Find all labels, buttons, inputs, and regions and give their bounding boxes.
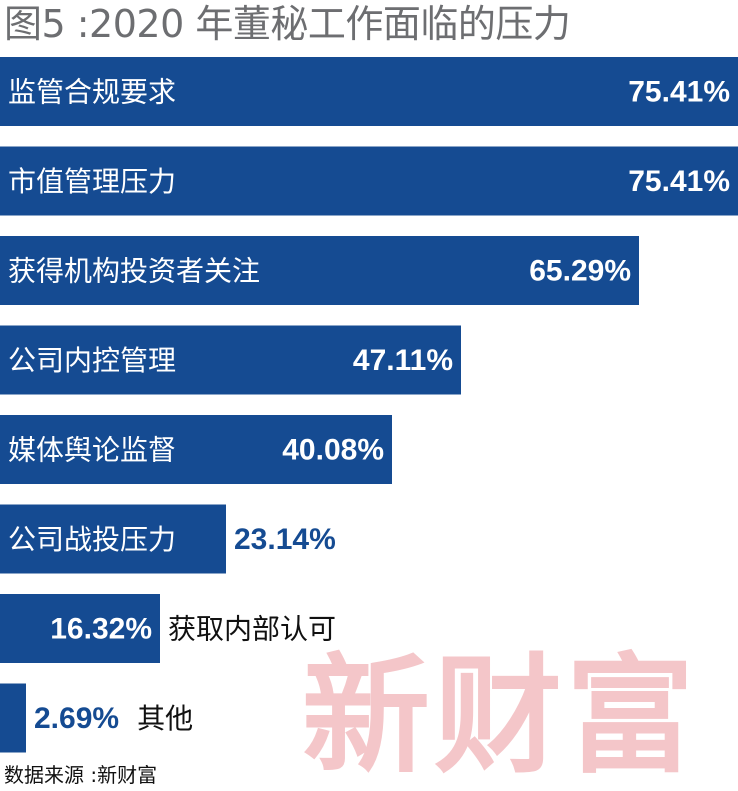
- bar-category-label: 获取内部认可: [168, 613, 336, 646]
- bar: [0, 57, 738, 126]
- bar: [0, 325, 461, 395]
- bar: [0, 683, 26, 753]
- bar-value-label: 65.29%: [529, 255, 631, 288]
- watermark-logo: 新财富: [302, 641, 699, 791]
- bar-value-label: 2.69%: [34, 702, 119, 735]
- bar-value-label: 23.14%: [234, 523, 336, 556]
- bar-chart: 监管合规要求 75.41% 市值管理压力 75.41% 获得机构投资者关注 65.29% 公…: [0, 57, 738, 753]
- bar-value-label: 16.32%: [50, 613, 152, 646]
- bar-category-label: 公司内控管理: [8, 344, 176, 377]
- bar-category-label: 获得机构投资者关注: [8, 255, 260, 288]
- bar-value-label: 40.08%: [282, 434, 384, 467]
- bar-value-label: 75.41%: [628, 76, 730, 109]
- bar-category-label: 监管合规要求: [8, 76, 176, 109]
- bar-category-label: 其他: [137, 702, 193, 735]
- bar: [0, 504, 226, 574]
- source-note: 数据来源 :新财富: [4, 763, 158, 787]
- bar: [0, 594, 160, 663]
- bar: [0, 415, 392, 484]
- bar-value-label: 75.41%: [628, 165, 730, 198]
- bar-category-label: 市值管理压力: [8, 165, 176, 198]
- bar-value-label: 47.11%: [353, 344, 453, 377]
- bar: [0, 236, 639, 305]
- bar-category-label: 公司战投压力: [8, 523, 176, 556]
- bar-category-label: 媒体舆论监督: [8, 434, 176, 467]
- chart-title: 图5 :2020 年董秘工作面临的压力: [4, 2, 571, 46]
- bar: [0, 146, 738, 216]
